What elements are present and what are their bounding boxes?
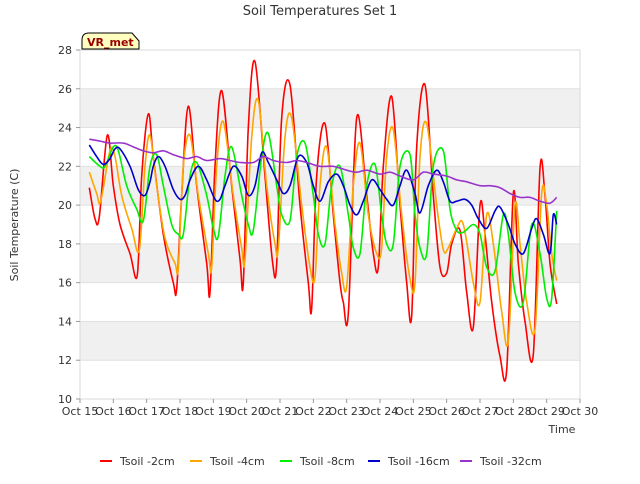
plot-frame (79, 49, 581, 400)
y-tick-label: 20 (58, 199, 72, 212)
y-tick-label: 28 (58, 44, 72, 57)
series-line-tsoil-4cm (88, 97, 558, 347)
x-tick-label: Oct 22 (295, 405, 332, 418)
station-badge-label: VR_met (87, 36, 134, 49)
x-tick-label: Oct 16 (95, 405, 132, 418)
x-tick-label: Oct 18 (162, 405, 199, 418)
y-tick-label: 14 (58, 315, 72, 328)
station-badge: VR_met (81, 32, 140, 50)
x-tick-label: Oct 28 (495, 405, 532, 418)
x-tick-label: Oct 17 (128, 405, 165, 418)
x-tick-label: Oct 24 (362, 405, 399, 418)
station-badge-box (81, 32, 140, 50)
series-line-tsoil-8cm (88, 131, 558, 308)
x-tick-label: Oct 19 (195, 405, 232, 418)
legend-label: Tsoil -16cm (387, 455, 450, 468)
series-line-tsoil-16cm (88, 144, 558, 255)
plot-background (79, 49, 581, 400)
x-tick-label: Oct 26 (428, 405, 465, 418)
x-tick-label: Oct 25 (395, 405, 432, 418)
y-tick-label: 10 (58, 393, 72, 406)
y-tick-label: 16 (58, 277, 72, 290)
series-layer (88, 59, 558, 382)
y-tick-label: 22 (58, 160, 72, 173)
x-tick-label: Oct 29 (528, 405, 565, 418)
chart-title: Soil Temperatures Set 1 (243, 4, 398, 19)
y-axis-label: Soil Temperature (C) (8, 169, 21, 282)
x-tick-label: Oct 27 (462, 405, 499, 418)
series-line-tsoil-32cm (89, 138, 558, 205)
y-tick-label: 18 (58, 238, 72, 251)
y-tick-label: 12 (58, 354, 72, 367)
y-tick-label: 26 (58, 83, 72, 96)
legend-label: Tsoil -2cm (119, 455, 175, 468)
x-tick-label: Oct 20 (228, 405, 265, 418)
legend: Tsoil -2cm Tsoil -4cm Tsoil -8cm Tsoil -16c… (100, 455, 542, 468)
x-axis-label: Time (548, 423, 576, 436)
legend-label: Tsoil -32cm (479, 455, 542, 468)
x-tick-label: Oct 23 (328, 405, 365, 418)
legend-label: Tsoil -4cm (209, 455, 265, 468)
x-tick-label: Oct 21 (262, 405, 299, 418)
grid-band (80, 88, 580, 128)
x-tick-label: Oct 15 (62, 405, 99, 418)
y-tick-label: 24 (58, 122, 72, 135)
grid-band (80, 243, 580, 283)
x-tick-label: Oct 30 (562, 405, 599, 418)
legend-label: Tsoil -8cm (299, 455, 355, 468)
